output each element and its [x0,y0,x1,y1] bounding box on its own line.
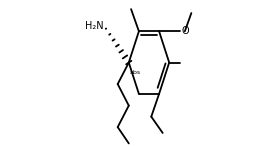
Text: O: O [182,26,189,36]
Text: H₂N: H₂N [85,21,103,31]
Text: abs: abs [129,70,140,75]
